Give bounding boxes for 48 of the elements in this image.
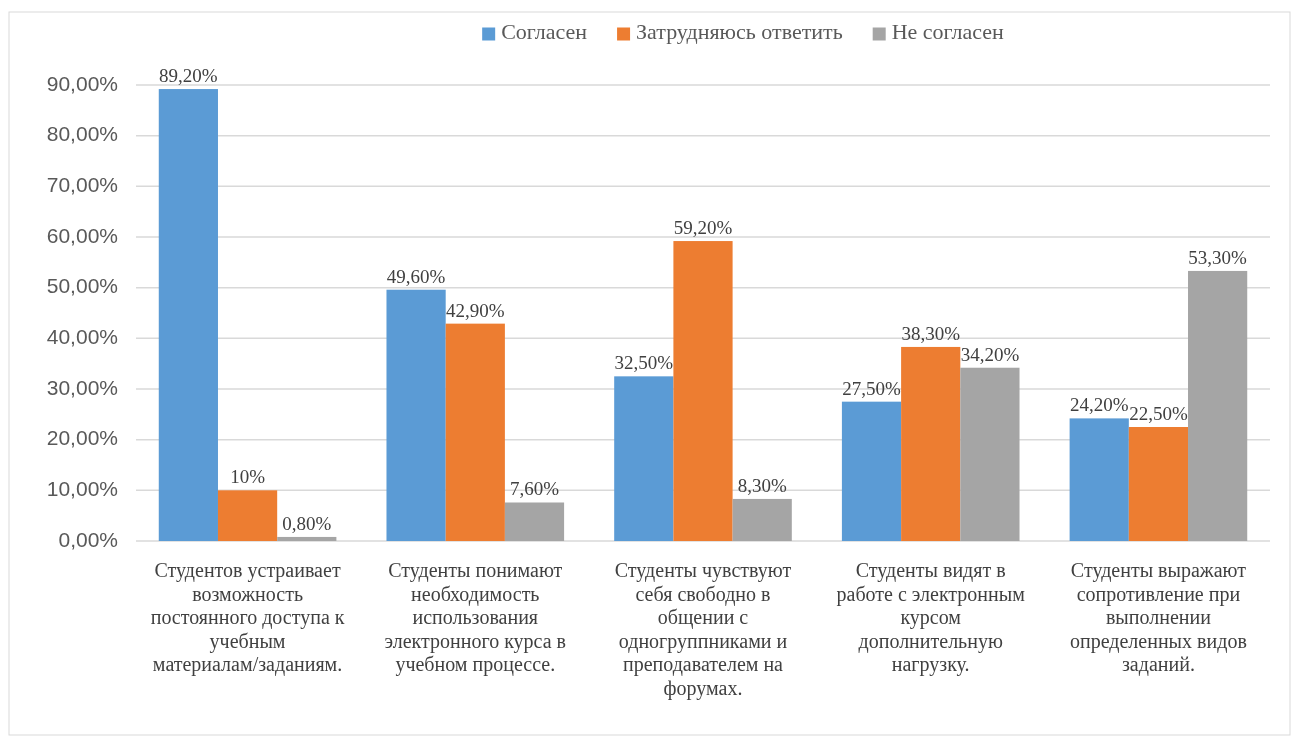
y-tick-label: 40,00% <box>46 324 118 348</box>
data-label: 34,20% <box>960 343 1020 365</box>
y-tick-label: 70,00% <box>46 172 118 196</box>
bar <box>158 89 218 541</box>
legend-label: Согласен <box>501 19 588 45</box>
x-tick-label: Студенты чувствуют себя свободно в общении с одногруппниками и преподавателем на форумах. <box>614 559 792 700</box>
data-label: 89,20% <box>159 65 218 87</box>
bar <box>841 401 902 541</box>
bar <box>614 376 674 541</box>
y-tick-label: 10,00% <box>46 476 118 500</box>
data-label: 32,50% <box>614 352 674 374</box>
x-tick-label: Студенты видят в работе с электронным курсом дополнительную нагрузку. <box>836 559 1026 676</box>
y-tick-label: 20,00% <box>46 426 118 450</box>
data-label: 8,30% <box>737 474 787 496</box>
bar <box>1188 270 1248 541</box>
bar <box>1128 427 1189 541</box>
bar <box>386 289 446 541</box>
bar <box>732 498 792 541</box>
data-label: 59,20% <box>673 217 733 239</box>
data-label: 10% <box>230 466 266 488</box>
data-label: 53,30% <box>1188 246 1248 268</box>
bar <box>673 241 733 541</box>
y-tick-label: 30,00% <box>46 375 118 399</box>
bar <box>960 367 1020 541</box>
data-label: 49,60% <box>386 265 446 287</box>
data-label: 42,90% <box>446 299 505 321</box>
legend-label: Не согласен <box>891 19 1005 45</box>
x-tick-label: Студентов устраивает возможность постоянного доступа к учебным материалам/заданиям. <box>150 559 345 676</box>
data-label: 0,80% <box>282 512 332 534</box>
y-tick-label: 90,00% <box>46 71 118 95</box>
data-label: 27,50% <box>842 377 901 399</box>
data-label: 22,50% <box>1129 403 1188 424</box>
bar <box>901 346 961 541</box>
data-label: 7,60% <box>509 478 560 500</box>
legend-label: Затрудняюсь ответить <box>636 19 843 45</box>
x-tick-label: Студенты понимают необходимость использования электронного курса в учебном процессе. <box>384 559 567 676</box>
y-tick-label: 0,00% <box>58 527 118 551</box>
data-label: 24,20% <box>1069 394 1129 416</box>
bar <box>1069 418 1129 541</box>
y-tick-label: 80,00% <box>46 122 118 146</box>
y-tick-label: 60,00% <box>46 223 118 247</box>
data-label: 38,30% <box>901 322 961 344</box>
bar <box>504 502 565 541</box>
x-tick-label: Студенты выражают сопротивление при выполнении определенных видов заданий. <box>1070 559 1247 676</box>
y-tick-label: 50,00% <box>46 274 118 298</box>
bar <box>217 490 278 541</box>
bar <box>277 536 337 541</box>
bar <box>445 323 505 541</box>
